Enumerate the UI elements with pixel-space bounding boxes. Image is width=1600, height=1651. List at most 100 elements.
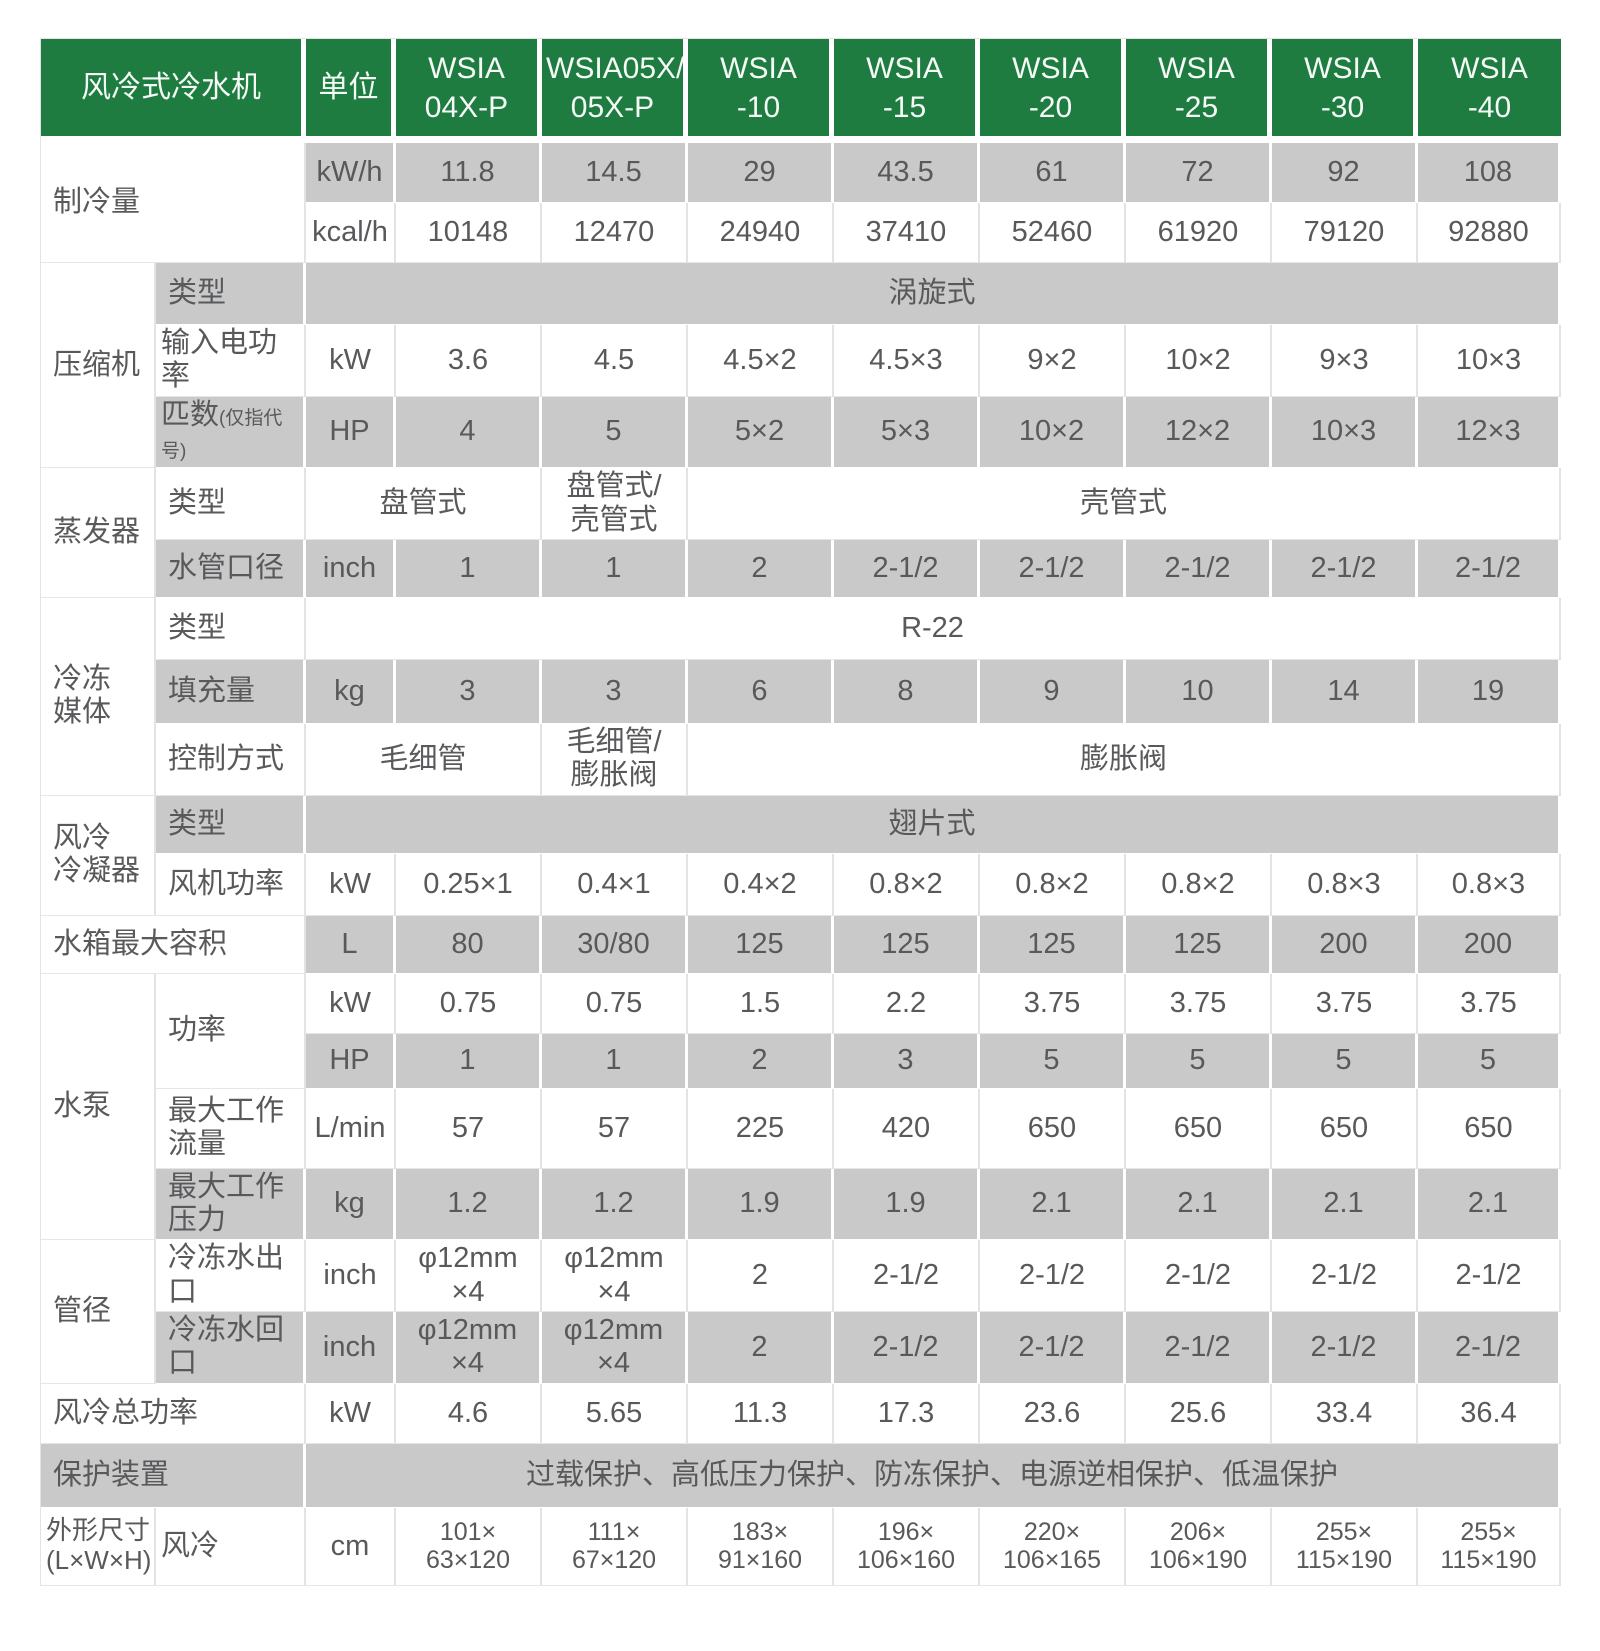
compressor-power-value: 9×2 — [980, 325, 1126, 397]
total-power-value: 5.65 — [542, 1383, 688, 1444]
compressor-hp-value: 12×2 — [1126, 396, 1272, 469]
unit-cell: cm — [306, 1507, 396, 1586]
row-pump-kw: 水泵 功率 kW 0.75 0.75 1.5 2.2 3.75 3.75 3.7… — [41, 973, 1561, 1241]
cooling-kcal-value: 10148 — [396, 203, 542, 263]
piping-outlet-value: 2-1/2 — [1272, 1240, 1418, 1313]
pump-kw-value: 3.75 — [980, 973, 1126, 1034]
unit-cell: kW/h — [306, 143, 396, 203]
pump-kw-value: 2.2 — [834, 973, 980, 1034]
chiller-spec-table: 风冷式冷水机 单位 WSIA 04X-P WSIA05X/ 05X-P WSIA… — [40, 38, 1561, 1586]
row-evaporator-type: 蒸发器 类型 盘管式 盘管式/ 壳管式 壳管式 — [41, 468, 1561, 599]
pump-flow-value: 650 — [980, 1088, 1126, 1169]
unit-cell: L — [306, 915, 396, 974]
condenser-fan-label: 风机功率 — [156, 853, 306, 916]
pump-hp-value: 5 — [1272, 1033, 1418, 1089]
total-power-value: 23.6 — [980, 1383, 1126, 1444]
model-header-wsia05x: WSIA05X/ 05X-P — [542, 39, 688, 143]
dimensions-value: 220× 106×165 — [980, 1507, 1126, 1586]
total-power-value: 25.6 — [1126, 1383, 1272, 1444]
evaporator-type-mixed: 盘管式/ 壳管式 — [542, 468, 688, 541]
unit-cell: HP — [306, 1033, 396, 1089]
pump-pressure-value: 1.9 — [834, 1168, 980, 1241]
unit-cell: inch — [306, 1312, 396, 1384]
pump-hp-value: 3 — [834, 1033, 980, 1089]
compressor-hp-value: 4 — [396, 396, 542, 469]
pump-hp-value: 2 — [688, 1033, 834, 1089]
refrigerant-charge-value: 3 — [396, 660, 542, 725]
refrigerant-charge-value: 19 — [1418, 660, 1561, 725]
row-label-protection: 保护装置 — [41, 1443, 306, 1508]
row-pump-hp: HP 1 1 2 3 5 5 5 5 — [41, 1033, 1561, 1089]
compressor-hp-value: 5×3 — [834, 396, 980, 469]
evaporator-pipe-value: 2-1/2 — [980, 540, 1126, 599]
table-header-row: 风冷式冷水机 单位 WSIA 04X-P WSIA05X/ 05X-P WSIA… — [41, 39, 1561, 143]
pump-kw-value: 3.75 — [1272, 973, 1418, 1034]
model-header-wsia15: WSIA -15 — [834, 39, 980, 143]
piping-inlet-value: 2-1/2 — [1418, 1312, 1561, 1384]
pump-hp-value: 5 — [980, 1033, 1126, 1089]
model-header-wsia20: WSIA -20 — [980, 39, 1126, 143]
refrigerant-charge-value: 10 — [1126, 660, 1272, 725]
compressor-power-value: 10×3 — [1418, 325, 1561, 397]
unit-cell: kg — [306, 1168, 396, 1241]
refrigerant-charge-value: 8 — [834, 660, 980, 725]
row-refrigerant-control: 控制方式 毛细管 毛细管/ 膨胀阀 膨胀阀 — [41, 724, 1561, 796]
cooling-kwh-value: 43.5 — [834, 143, 980, 203]
dimensions-value: 206× 106×190 — [1126, 1507, 1272, 1586]
evaporator-type-shell: 壳管式 — [688, 468, 1561, 541]
unit-cell: kcal/h — [306, 203, 396, 263]
page-title: 风冷式冷水机 — [41, 39, 306, 143]
piping-inlet-value: 2-1/2 — [834, 1312, 980, 1384]
pump-hp-value: 1 — [396, 1033, 542, 1089]
pump-flow-value: 57 — [542, 1088, 688, 1169]
total-power-value: 36.4 — [1418, 1383, 1561, 1444]
pump-pressure-value: 2.1 — [1418, 1168, 1561, 1241]
row-dimensions: 外形尺寸 (L×W×H) 风冷 cm 101× 63×120 111× 67×1… — [41, 1507, 1561, 1586]
compressor-hp-value: 10×3 — [1272, 396, 1418, 469]
pump-power-label: 功率 — [156, 973, 306, 1089]
row-label-pump: 水泵 — [41, 973, 156, 1241]
compressor-type-label: 类型 — [156, 263, 306, 325]
piping-inlet-label: 冷冻水回口 — [156, 1312, 306, 1384]
evaporator-type-label: 类型 — [156, 468, 306, 541]
tank-value: 125 — [980, 915, 1126, 974]
refrigerant-charge-value: 6 — [688, 660, 834, 725]
cooling-kcal-value: 37410 — [834, 203, 980, 263]
compressor-hp-value: 10×2 — [980, 396, 1126, 469]
unit-cell: kW — [306, 1383, 396, 1444]
cooling-kcal-value: 79120 — [1272, 203, 1418, 263]
row-piping-inlet: 冷冻水回口 inch φ12mm ×4 φ12mm ×4 2 2-1/2 2-1… — [41, 1312, 1561, 1384]
evaporator-pipe-value: 1 — [542, 540, 688, 599]
unit-column-header: 单位 — [306, 39, 396, 143]
piping-outlet-value: 2-1/2 — [1418, 1240, 1561, 1313]
pump-pressure-value: 1.2 — [542, 1168, 688, 1241]
compressor-hp-value: 5 — [542, 396, 688, 469]
protection-value: 过载保护、高低压力保护、防冻保护、电源逆相保护、低温保护 — [306, 1443, 1561, 1508]
total-power-value: 4.6 — [396, 1383, 542, 1444]
refrigerant-control-capillary: 毛细管 — [306, 724, 542, 796]
piping-inlet-value: 2-1/2 — [1126, 1312, 1272, 1384]
pump-pressure-label: 最大工作 压力 — [156, 1168, 306, 1241]
tank-value: 125 — [1126, 915, 1272, 974]
condenser-fan-value: 0.8×2 — [834, 853, 980, 916]
cooling-kcal-value: 61920 — [1126, 203, 1272, 263]
cooling-kwh-value: 61 — [980, 143, 1126, 203]
row-total-power: 风冷总功率 kW 4.6 5.65 11.3 17.3 23.6 25.6 33… — [41, 1383, 1561, 1444]
piping-outlet-value: 2-1/2 — [834, 1240, 980, 1313]
compressor-hp-label: 匹数(仅指代号) — [156, 396, 306, 469]
dimensions-value: 101× 63×120 — [396, 1507, 542, 1586]
pump-flow-label: 最大工作 流量 — [156, 1088, 306, 1169]
piping-inlet-value: φ12mm ×4 — [396, 1312, 542, 1384]
row-pump-pressure: 最大工作 压力 kg 1.2 1.2 1.9 1.9 2.1 2.1 2.1 2… — [41, 1168, 1561, 1241]
compressor-power-value: 4.5×2 — [688, 325, 834, 397]
dimensions-value: 196× 106×160 — [834, 1507, 980, 1586]
compressor-power-value: 10×2 — [1126, 325, 1272, 397]
pump-kw-value: 1.5 — [688, 973, 834, 1034]
refrigerant-control-label: 控制方式 — [156, 724, 306, 796]
row-label-dimensions: 外形尺寸 (L×W×H) — [41, 1507, 156, 1586]
unit-cell: kW — [306, 973, 396, 1034]
piping-outlet-label: 冷冻水出口 — [156, 1240, 306, 1313]
tank-value: 30/80 — [542, 915, 688, 974]
compressor-power-value: 4.5×3 — [834, 325, 980, 397]
piping-inlet-value: φ12mm ×4 — [542, 1312, 688, 1384]
